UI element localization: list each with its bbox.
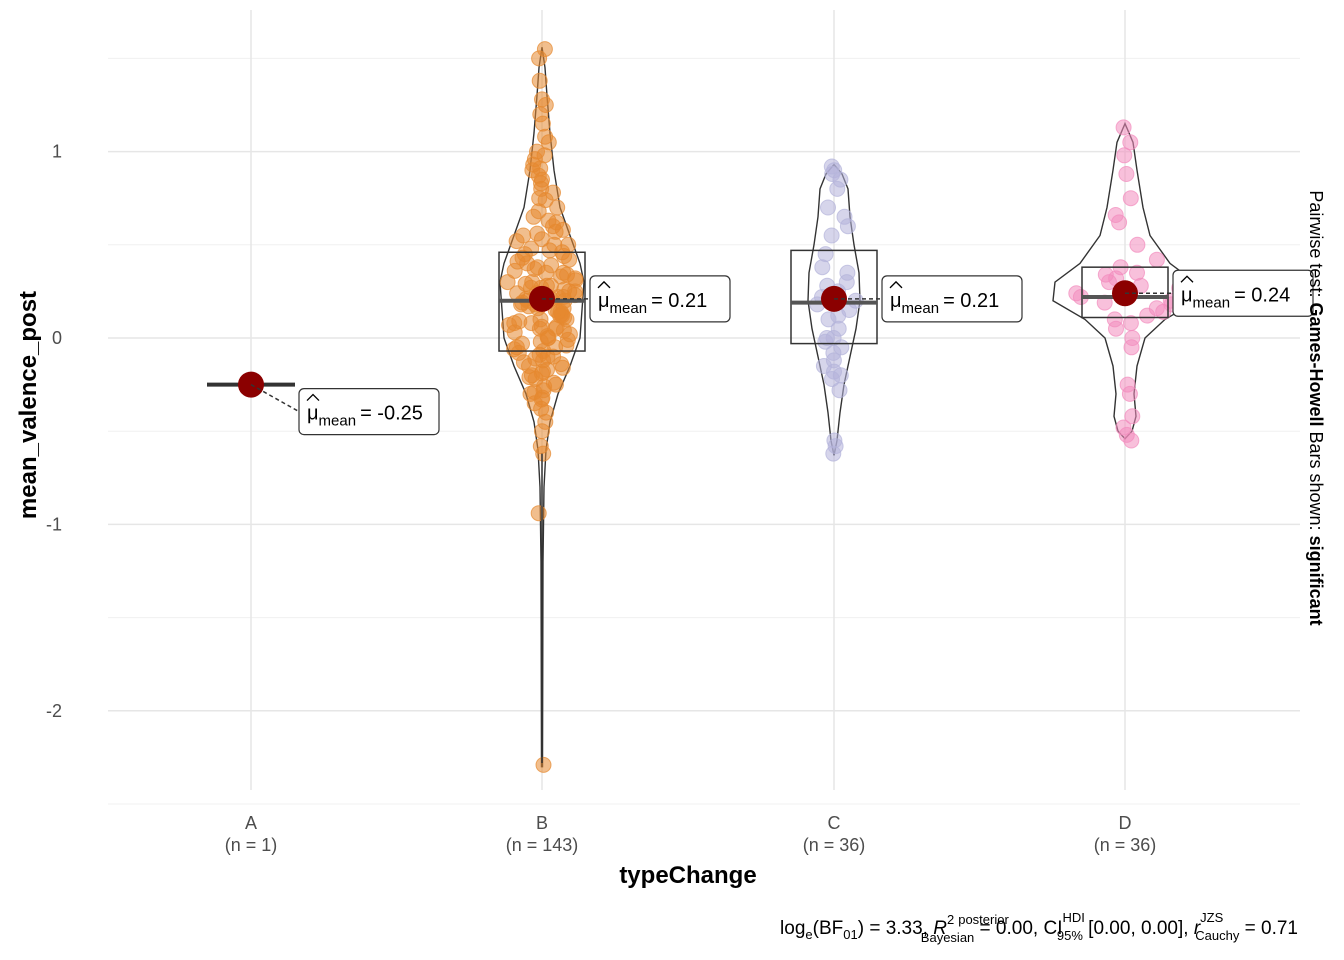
x-tick-n-label: (n = 1) <box>225 835 278 855</box>
side-caption-prefix: Pairwise test: <box>1306 190 1326 297</box>
data-point <box>526 151 543 168</box>
y-tick-label: 0 <box>52 328 62 348</box>
data-point <box>521 358 537 374</box>
data-point <box>823 227 840 244</box>
x-tick-label: C <box>828 813 841 833</box>
y-tick-label: -2 <box>46 701 62 721</box>
data-point <box>530 505 547 522</box>
mean-label-text: μmean = 0.21 <box>890 290 999 317</box>
data-point <box>509 253 526 270</box>
data-point <box>538 264 554 281</box>
data-point <box>523 315 540 332</box>
data-point <box>567 283 584 300</box>
mean-hat <box>306 393 320 402</box>
x-tick-n-label: (n = 143) <box>506 835 579 855</box>
data-point <box>814 259 831 276</box>
data-point <box>545 374 562 391</box>
x-tick-label: D <box>1119 813 1132 833</box>
data-point <box>550 303 567 320</box>
mean-label-text: μmean = -0.25 <box>307 403 423 430</box>
data-point <box>817 333 834 350</box>
data-point <box>1122 134 1139 151</box>
x-tick-label: B <box>536 813 548 833</box>
mean-label-box <box>881 275 1023 323</box>
x-tick-n-label: (n = 36) <box>1094 835 1157 855</box>
data-point <box>1124 408 1141 425</box>
data-point <box>831 382 848 399</box>
data-point <box>1129 236 1146 253</box>
y-tick-labels: -2 -1 0 1 <box>46 142 62 721</box>
data-point <box>554 359 571 376</box>
data-point <box>1118 166 1135 182</box>
data-point <box>1116 147 1133 164</box>
mean-label-text: μmean = 0.21 <box>598 290 707 317</box>
data-point <box>820 199 836 216</box>
data-point <box>824 371 840 387</box>
data-point <box>533 365 550 382</box>
mean-labels: μmean = -0.25 μmean = 0.21 μmean = 0.21 μmean =… <box>250 269 1314 436</box>
jitter-points <box>499 41 1188 773</box>
data-point <box>1122 190 1139 207</box>
data-point <box>499 274 516 291</box>
y-tick-label: 1 <box>52 142 62 162</box>
data-point <box>817 246 834 263</box>
data-point <box>839 218 856 235</box>
mean-hat <box>1180 275 1194 283</box>
data-point <box>1115 119 1132 136</box>
data-point <box>533 391 550 408</box>
data-point <box>1111 214 1128 231</box>
x-tick-n-label: (n = 36) <box>803 835 866 855</box>
footer-stats: loge(BF01) = 3.33, R2 posterior Bayesian =… <box>780 910 1298 945</box>
mean-label-box <box>1172 269 1314 317</box>
data-point <box>530 203 547 220</box>
data-point <box>531 72 548 89</box>
data-point <box>540 212 557 229</box>
data-point <box>531 50 548 67</box>
data-point <box>1108 320 1124 337</box>
data-point <box>539 348 556 365</box>
side-caption-test: Games-Howell <box>1306 302 1326 426</box>
x-tick-label: A <box>245 813 257 833</box>
data-point <box>529 225 546 242</box>
mean-hat <box>597 280 611 289</box>
data-point <box>1097 266 1114 283</box>
data-point <box>547 223 564 240</box>
side-caption-middle: Bars shown: <box>1306 432 1326 531</box>
y-tick-label: -1 <box>46 514 62 534</box>
data-point <box>534 423 550 440</box>
data-point <box>535 756 552 773</box>
data-point <box>1123 339 1140 356</box>
mean-label-text: μmean = 0.24 <box>1181 284 1290 311</box>
data-point <box>1121 385 1138 402</box>
mean-label-leader <box>250 383 300 413</box>
mean-label-box <box>589 275 731 323</box>
y-axis-title: mean_valence_post <box>15 291 42 519</box>
data-point <box>559 266 575 283</box>
data-point <box>1155 303 1172 320</box>
side-caption: Pairwise test: Games-Howell Bars shown: … <box>1306 190 1326 625</box>
data-point <box>508 339 525 356</box>
x-tick-labels: A(n = 1)B(n = 143)C(n = 36)D(n = 36) <box>225 813 1157 855</box>
data-point <box>547 320 564 337</box>
mean-label-box <box>298 388 440 436</box>
data-point <box>829 180 846 197</box>
data-point <box>559 331 576 348</box>
data-point <box>530 167 547 184</box>
data-point <box>508 233 525 250</box>
box-c <box>790 249 878 345</box>
data-point <box>1148 251 1165 268</box>
mean-hat <box>889 280 903 289</box>
data-point <box>532 438 549 455</box>
data-point <box>1139 307 1156 324</box>
boxplots <box>207 249 1169 763</box>
x-axis-title: typeChange <box>619 862 756 889</box>
data-point <box>825 445 842 462</box>
side-caption-shown: significant <box>1306 536 1326 626</box>
violins <box>499 47 1198 768</box>
box-d <box>1081 266 1169 319</box>
data-point <box>534 115 551 132</box>
data-point <box>1123 432 1140 449</box>
